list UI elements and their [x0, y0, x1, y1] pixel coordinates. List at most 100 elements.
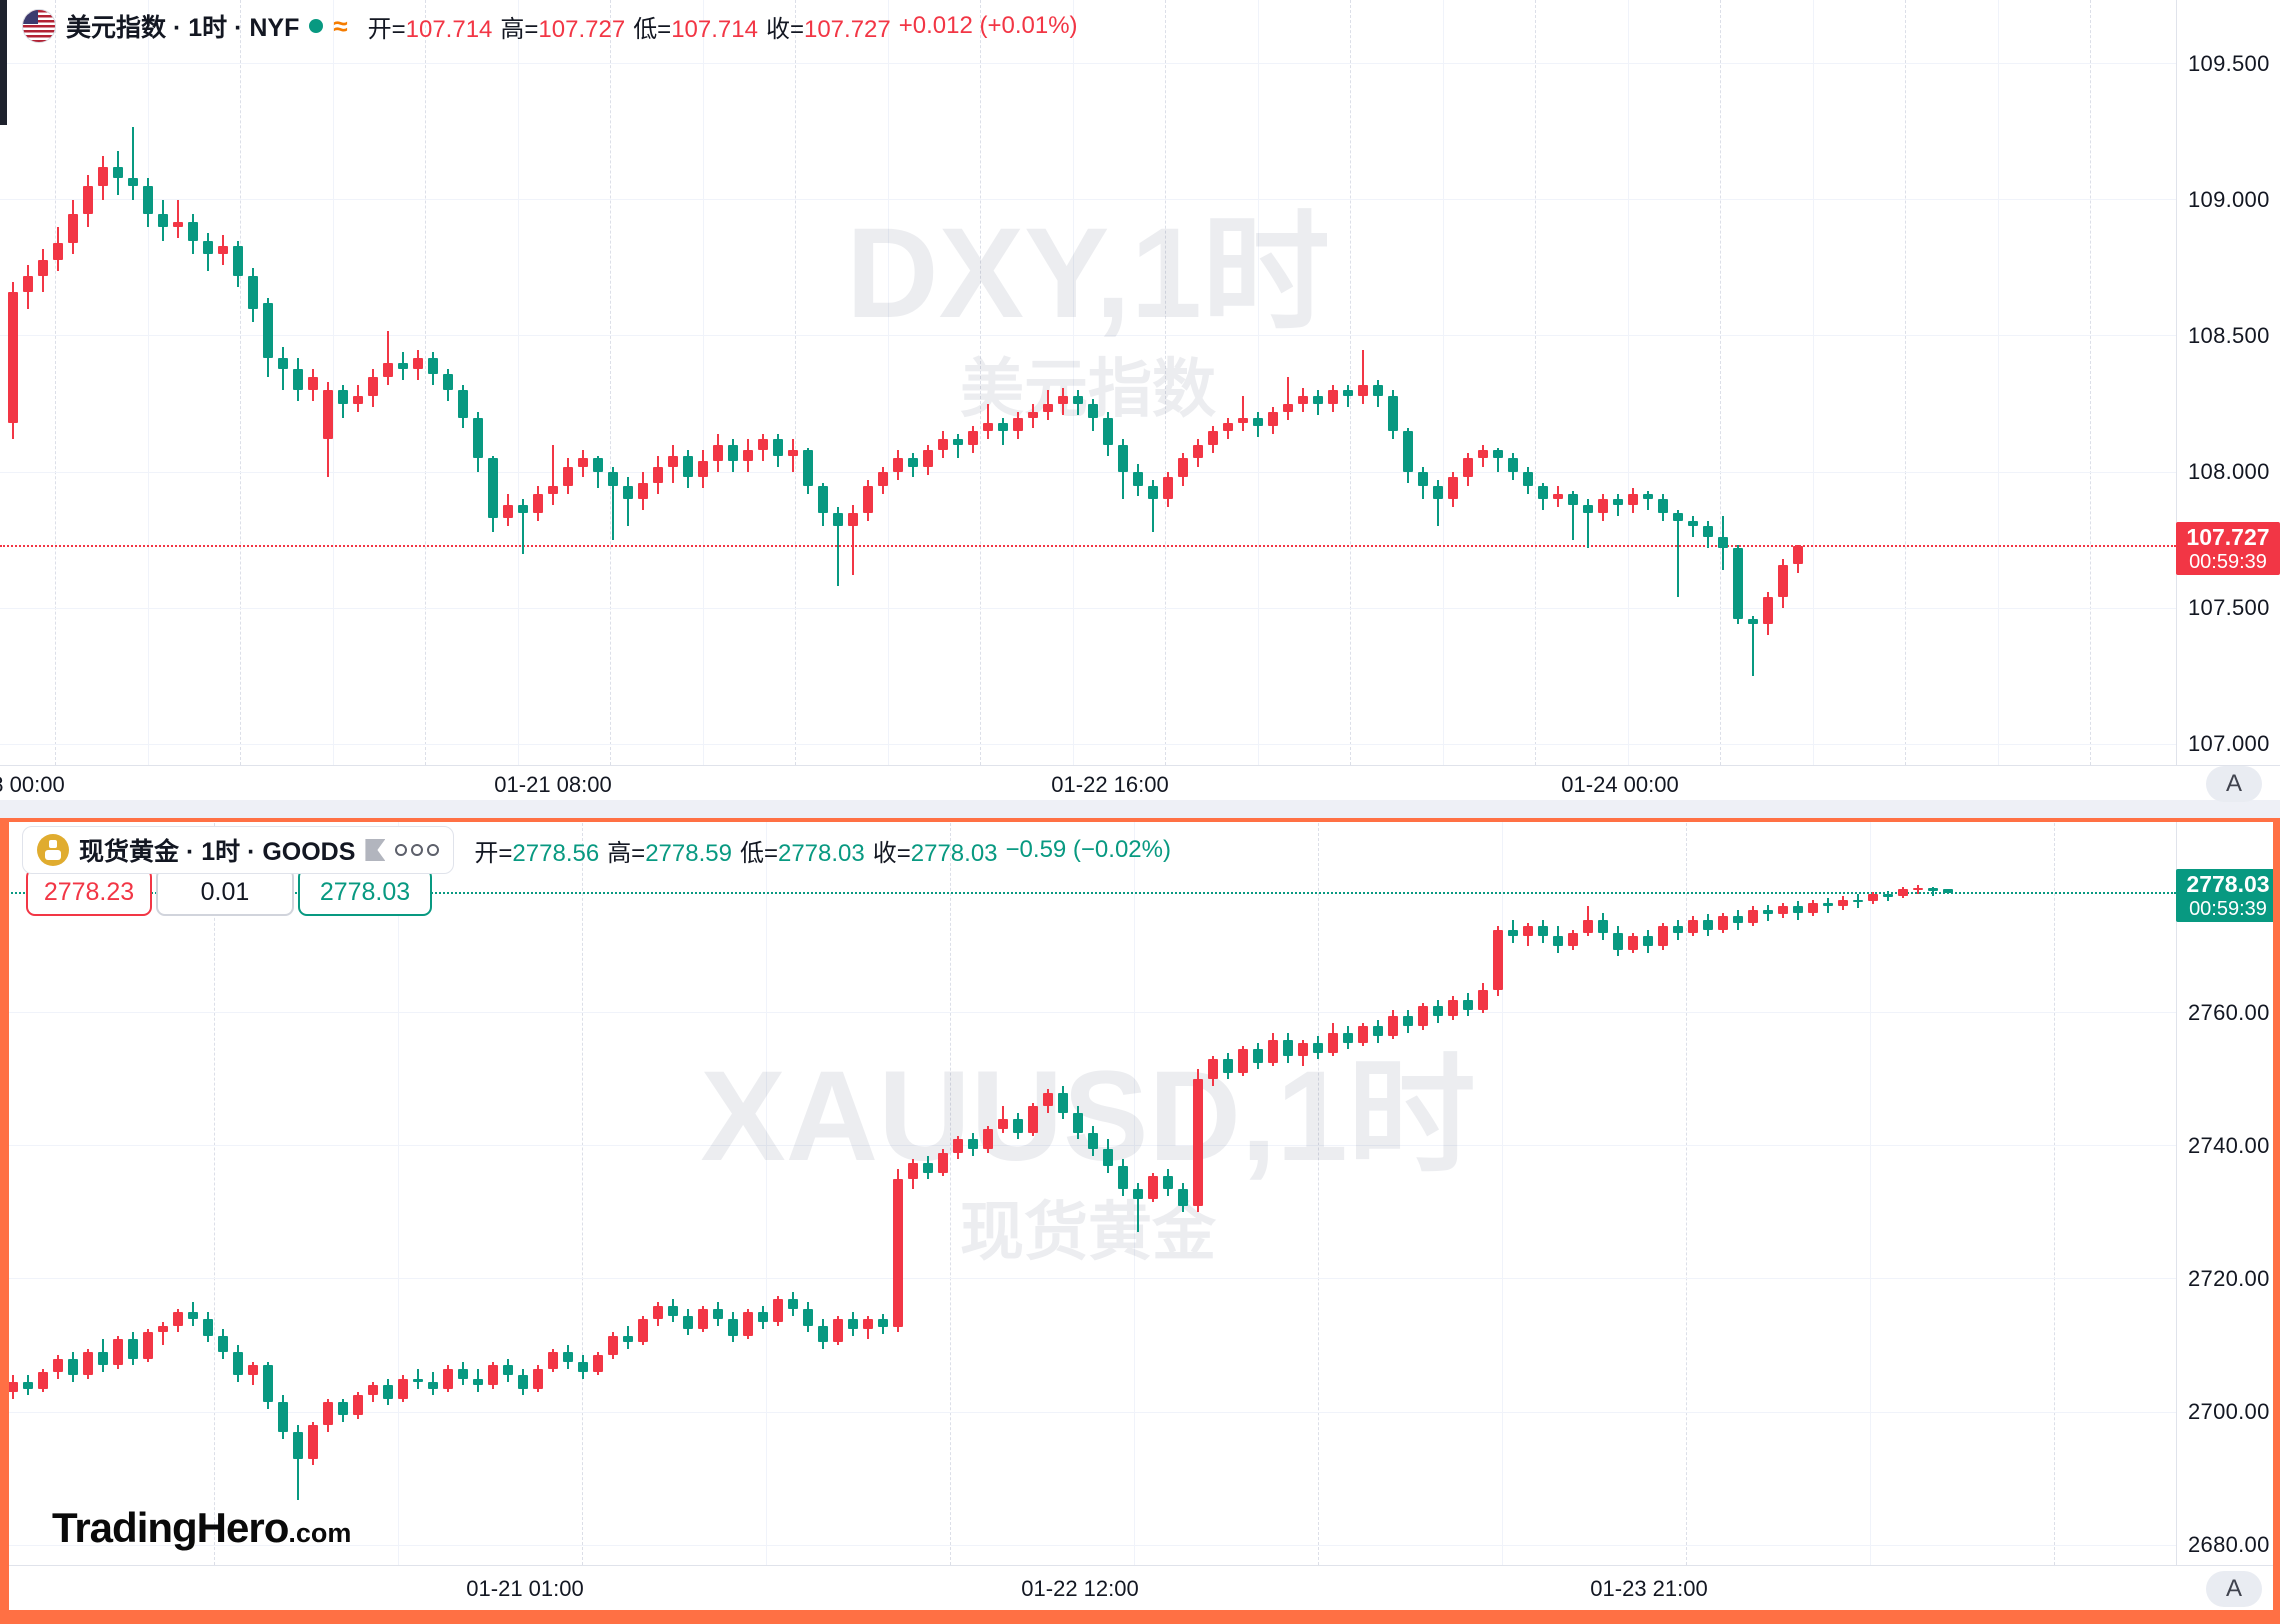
spread-badge[interactable]: 0.01	[156, 868, 294, 916]
time-axis-label[interactable]: 01-23 21:00	[1590, 1576, 1708, 1601]
candle	[728, 1318, 738, 1336]
candle	[1478, 450, 1488, 459]
candle	[83, 1352, 93, 1376]
gridline-v-session	[1905, 0, 1906, 765]
gridline-v	[1073, 0, 1074, 765]
dxy-time-axis[interactable]	[0, 765, 2280, 801]
candle	[368, 376, 378, 396]
candle	[743, 450, 753, 462]
dxy-symbol-title[interactable]: 美元指数 · 1时 · NYF	[66, 14, 300, 42]
price-axis-label[interactable]: 109.000	[2188, 186, 2270, 212]
candle	[1568, 493, 1578, 505]
candle	[518, 1375, 528, 1389]
candle	[923, 1162, 933, 1173]
candle-wick	[1152, 480, 1154, 532]
candle	[1163, 477, 1173, 500]
candle	[578, 1362, 588, 1373]
candle	[1613, 499, 1623, 505]
candle	[1343, 390, 1353, 396]
candle	[1223, 1059, 1233, 1073]
candle	[1043, 1092, 1053, 1107]
gold-time-axis[interactable]	[0, 1565, 2280, 1611]
price-axis-label[interactable]: 2700.00	[2188, 1399, 2270, 1424]
flag-icon[interactable]	[365, 839, 386, 861]
candle-wick	[552, 444, 554, 505]
candle-wick	[1932, 886, 1934, 896]
candle	[578, 458, 588, 467]
candle	[758, 1312, 768, 1323]
price-axis-label[interactable]: 107.500	[2188, 595, 2270, 621]
candle	[488, 458, 498, 519]
gridline-v	[1813, 0, 1814, 765]
gridline-h	[0, 199, 2176, 201]
candle	[293, 1431, 303, 1459]
time-axis-label[interactable]: 01-21 08:00	[494, 772, 612, 797]
gold-symbol-title[interactable]: 现货黄金 · 1时 · GOODS	[79, 838, 356, 866]
candle	[1793, 906, 1803, 914]
gridline-v-session	[240, 0, 241, 765]
candle	[1208, 1059, 1218, 1080]
candle	[1328, 1032, 1338, 1053]
ohlc-item: 开=2778.56	[474, 839, 600, 867]
candle	[308, 1425, 318, 1459]
dxy-symbol-header[interactable]: 美元指数 · 1时 · NYF ≈ 开=107.714 高=107.727 低=10…	[22, 8, 1078, 44]
candle	[1643, 936, 1653, 947]
price-axis-label[interactable]: 2740.00	[2188, 1132, 2270, 1158]
candle	[1223, 423, 1233, 432]
candle	[533, 1368, 543, 1389]
candle-wick	[597, 455, 599, 489]
candle	[998, 423, 1008, 432]
candle	[23, 276, 33, 293]
price-axis-label[interactable]: 2680.00	[2188, 1532, 2270, 1558]
price-axis-label[interactable]: 109.500	[2188, 50, 2270, 76]
gold-autoscale-button[interactable]: A	[2206, 1571, 2262, 1607]
gridline-h	[0, 63, 2176, 65]
price-axis-label[interactable]: 2760.00	[2188, 999, 2270, 1025]
more-options-icon[interactable]	[395, 844, 440, 856]
last-price-value: 2778.03	[2186, 870, 2270, 897]
time-axis-label[interactable]: 01-22 12:00	[1021, 1576, 1139, 1601]
gridline-v	[1502, 818, 1503, 1565]
price-axis-label[interactable]: 2720.00	[2188, 1265, 2270, 1291]
candle	[98, 167, 108, 187]
candle	[638, 1318, 648, 1343]
candle	[1253, 1049, 1263, 1063]
time-axis-label[interactable]: 01-21 01:00	[466, 1576, 584, 1601]
candle	[1643, 493, 1653, 500]
gridline-v-session	[795, 0, 796, 765]
time-axis-label[interactable]: 8 00:00	[0, 772, 65, 797]
dxy-autoscale-button[interactable]: A	[2206, 766, 2262, 802]
pane-separator[interactable]	[0, 800, 2280, 818]
ask-price-badge[interactable]: 2778.03	[298, 868, 432, 916]
gridline-v-session	[980, 0, 981, 765]
candle	[1628, 493, 1638, 505]
candle	[1283, 1039, 1293, 1057]
ohlc-item: 高=107.727	[500, 15, 626, 43]
candle	[383, 363, 393, 377]
price-axis-label[interactable]: 108.500	[2188, 322, 2270, 348]
candle	[1523, 472, 1533, 486]
gold-symbol-pill[interactable]: 现货黄金 · 1时 · GOODS	[22, 826, 455, 874]
candle	[1598, 499, 1608, 513]
candle	[128, 1338, 138, 1359]
candle	[833, 1318, 843, 1343]
price-axis-label[interactable]: 107.000	[2188, 731, 2270, 757]
candle	[788, 1298, 798, 1309]
candle	[233, 246, 243, 277]
candle-wick	[1587, 499, 1589, 549]
candle	[113, 167, 123, 179]
watermark-line1: XAUUSD,1时	[700, 1045, 1476, 1188]
selected-pane-border-right	[2273, 818, 2280, 1624]
bid-price-badge[interactable]: 2778.23	[26, 868, 152, 916]
price-axis-label[interactable]: 108.000	[2188, 459, 2270, 484]
candle	[278, 357, 288, 369]
candle	[503, 504, 513, 519]
candle	[1718, 916, 1728, 930]
candle	[788, 450, 798, 456]
candle	[203, 240, 213, 255]
time-axis-label[interactable]: 01-22 16:00	[1051, 772, 1169, 797]
gridline-v-session	[2090, 0, 2091, 765]
gold-symbol-header[interactable]: 现货黄金 · 1时 · GOODS 开=2778.56 高=2778.59 低=27…	[22, 826, 1171, 874]
gridline-v-session	[950, 818, 951, 1565]
time-axis-label[interactable]: 01-24 00:00	[1561, 772, 1679, 797]
